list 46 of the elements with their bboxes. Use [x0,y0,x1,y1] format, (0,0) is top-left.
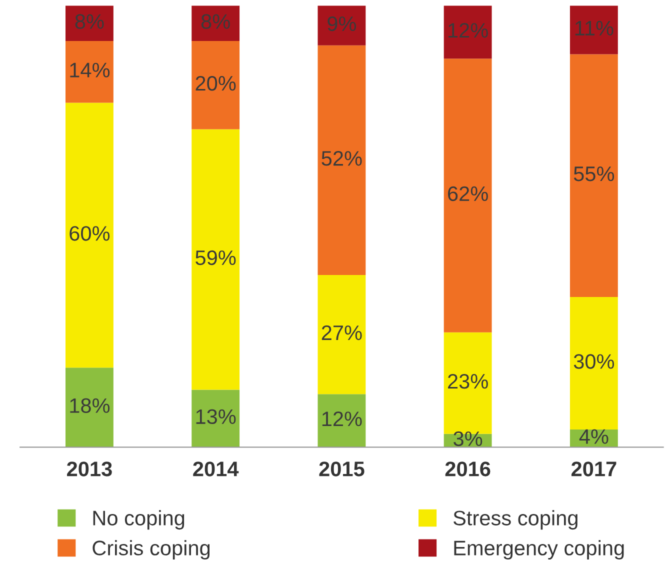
bar [192,40,240,130]
legend-label: No coping [93,510,184,530]
data-label: 3% [454,431,482,446]
legend-label: Crisis coping [92,540,210,560]
bar [66,6,114,41]
bar [444,6,492,59]
data-label: 59% [196,250,236,266]
bar [570,54,618,298]
bar [570,6,618,54]
bar [318,394,366,448]
data-label: 60% [70,226,110,241]
legend-label: Emergency coping [454,540,624,560]
bar [570,297,618,430]
x-tick-label: 2017 [571,462,616,476]
x-tick-label: 2016 [445,462,490,476]
data-label: 11% [575,20,614,36]
data-label: 27% [322,325,362,340]
bar [66,40,114,103]
legend-label: Stress coping [454,510,578,530]
data-label: 55% [574,166,614,182]
bar [318,274,366,394]
bar [66,102,114,368]
bar [192,390,240,448]
bar [66,368,114,448]
data-label: 52% [322,151,362,166]
bar [192,6,240,41]
data-label: 18% [70,398,110,413]
x-tick-label: 2015 [319,462,364,476]
bar [318,6,366,46]
data-label: 14% [70,62,110,78]
data-label: 12% [322,411,362,426]
bar [318,45,366,275]
data-label: 4% [579,429,608,444]
data-label: 20% [196,76,236,91]
bar [192,129,240,390]
data-label: 9% [328,16,356,32]
data-label: 62% [448,186,488,202]
data-label: 12% [448,22,488,38]
data-label: 8% [75,14,104,29]
data-label: 30% [574,354,614,369]
x-tick-label: 2013 [67,462,112,476]
bar [444,58,492,332]
x-tick-label: 2014 [193,462,239,476]
data-label: 8% [201,14,230,29]
data-label: 23% [448,374,488,389]
data-label: 13% [196,409,236,424]
